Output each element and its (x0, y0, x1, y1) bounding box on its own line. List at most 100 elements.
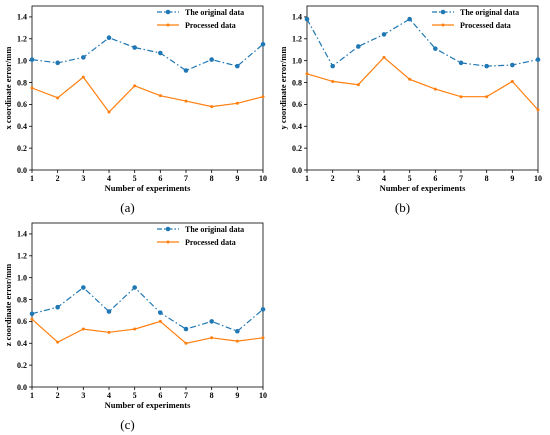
y-tick-label: 0.4 (17, 122, 27, 131)
data-point (458, 60, 464, 66)
x-tick-label: 3 (81, 174, 85, 183)
data-point (56, 340, 60, 344)
y-axis-label: y coordinate error/mm (278, 47, 288, 130)
legend-swatch-marker (165, 9, 171, 15)
x-tick-label: 10 (259, 174, 267, 183)
x-tick-label: 1 (305, 174, 309, 183)
data-point (209, 57, 214, 62)
y-tick-label: 1.4 (17, 13, 27, 22)
series-line (31, 76, 264, 114)
data-point (107, 330, 111, 334)
x-tick-label: 6 (433, 174, 437, 183)
y-tick-label: 0.4 (292, 122, 302, 131)
x-tick-label: 8 (210, 391, 214, 400)
data-point (260, 41, 266, 47)
data-point (510, 79, 514, 83)
x-tick-label: 1 (30, 174, 34, 183)
series-line (31, 286, 264, 332)
data-point (184, 99, 188, 103)
y-tick-label: 1.0 (292, 56, 302, 65)
series-line (31, 37, 264, 72)
x-tick-label: 7 (459, 174, 463, 183)
data-point (210, 105, 214, 109)
data-point (107, 110, 111, 114)
y-tick-label: 0.0 (17, 166, 27, 175)
legend-swatch-marker (440, 9, 446, 15)
legend-swatch-marker (441, 23, 445, 27)
panel-caption: (c) (120, 417, 134, 432)
data-point (158, 50, 163, 56)
data-point (29, 311, 35, 317)
data-point (433, 46, 438, 51)
data-point (535, 57, 541, 62)
plot-frame (306, 5, 539, 171)
data-point (55, 304, 60, 310)
plot-frame (31, 222, 264, 388)
x-tick-label: 6 (158, 391, 162, 400)
data-point (235, 101, 239, 105)
y-axis-label: z coordinate error/mm (3, 264, 13, 346)
data-point (235, 328, 240, 334)
y-tick-label: 0.6 (17, 317, 27, 326)
x-tick-label: 1 (30, 391, 34, 400)
data-point (209, 319, 214, 324)
y-tick-label: 0.4 (17, 339, 27, 348)
data-point (132, 45, 137, 50)
y-tick-label: 0.8 (17, 295, 27, 304)
x-tick-label: 5 (133, 174, 137, 183)
x-tick-label: 4 (107, 391, 111, 400)
data-point (356, 83, 360, 87)
data-point (382, 55, 386, 59)
legend-entry: The original data (185, 8, 244, 17)
data-point (56, 96, 60, 100)
data-point (158, 310, 163, 315)
data-point (408, 77, 412, 81)
y-tick-label: 0.8 (17, 78, 27, 87)
x-tick-label: 6 (158, 174, 162, 183)
x-tick-label: 2 (56, 391, 60, 400)
data-point (305, 72, 309, 76)
y-tick-label: 1.2 (292, 35, 302, 44)
chart-a: 0.0 0.2 0.4 0.6 0.8 1.0 1.2 1.4 1 2 3 4 5 6 7 8 9 10 Numbe… (3, 5, 267, 215)
data-point (536, 108, 540, 112)
x-axis-label: Number of experiments (380, 183, 466, 193)
data-point (158, 319, 162, 323)
data-point (261, 95, 265, 99)
y-tick-label: 0.0 (292, 166, 302, 175)
data-point (30, 86, 34, 90)
data-point (81, 75, 85, 79)
y-tick-label: 0.2 (17, 144, 27, 153)
x-tick-label: 2 (331, 174, 335, 183)
chart-b: 0.0 0.2 0.4 0.6 0.8 1.0 1.2 1.4 1 2 3 4 5 6 7 8 9 10 Numbe… (278, 5, 542, 215)
series-line (306, 56, 539, 111)
panel-caption: (b) (395, 200, 410, 215)
x-tick-label: 9 (510, 174, 514, 183)
data-point (407, 16, 412, 22)
x-tick-label: 7 (184, 391, 188, 400)
legend-entry: Processed data (185, 21, 236, 30)
legend-entry: The original data (460, 8, 519, 17)
chart-panel-a: 0.0 0.2 0.4 0.6 0.8 1.0 1.2 1.4 1 2 3 4 5 6 7 8 9 10 Numbe… (0, 0, 275, 217)
x-tick-label: 2 (56, 174, 60, 183)
data-point (210, 336, 214, 340)
legend-swatch-marker (165, 226, 171, 232)
legend-entry: The original data (185, 225, 244, 234)
data-point (132, 285, 137, 290)
data-point (235, 63, 240, 69)
y-axis-label: x coordinate error/mm (3, 47, 13, 130)
data-point (29, 57, 35, 62)
data-point (55, 60, 60, 66)
data-point (30, 317, 34, 321)
data-point (331, 79, 335, 83)
plot-frame (31, 5, 264, 171)
data-point (433, 87, 437, 91)
data-point (484, 63, 489, 69)
x-axis-label: Number of experiments (105, 183, 191, 193)
x-tick-label: 9 (235, 174, 239, 183)
data-point (235, 339, 239, 343)
data-point (158, 94, 162, 98)
data-point (81, 55, 86, 60)
x-tick-label: 8 (210, 174, 214, 183)
x-tick-label: 5 (408, 174, 412, 183)
x-axis-label: Number of experiments (105, 400, 191, 410)
